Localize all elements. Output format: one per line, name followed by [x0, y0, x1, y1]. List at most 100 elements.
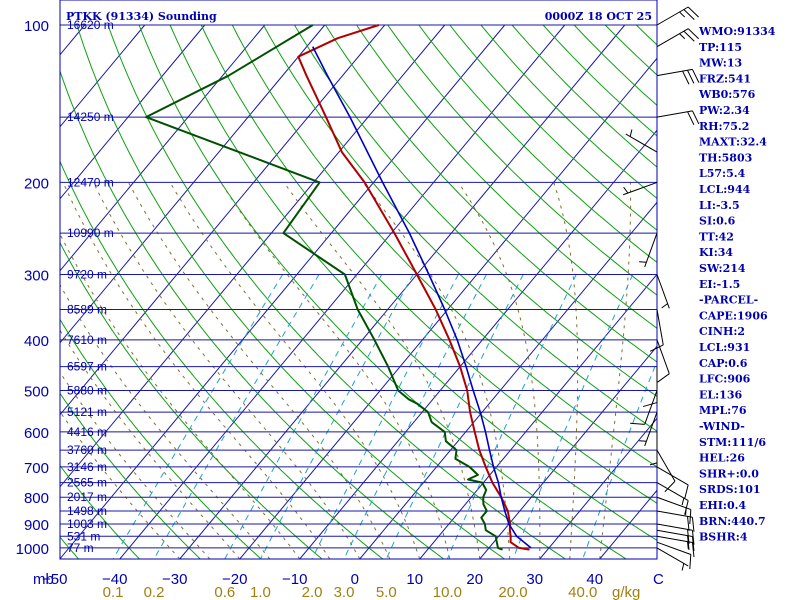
mixing-ratio-line — [446, 274, 577, 559]
isotherm-line — [119, 24, 566, 559]
dry-adiabat-line — [200, 24, 657, 504]
wind-barb-half-feather — [661, 303, 668, 309]
wind-barb-half-feather — [649, 462, 658, 466]
index-entry: WB0:576 — [698, 88, 756, 101]
index-entry: TT:42 — [699, 230, 734, 243]
mixing-ratio-label: 0.1 — [103, 584, 124, 600]
wind-barb-half-feather — [687, 541, 689, 549]
pressure-tick-label: 200 — [24, 175, 49, 192]
height-label: 4416 m — [67, 425, 107, 439]
isotherm-line — [539, 417, 657, 559]
index-entry: BRN:440.7 — [699, 515, 766, 528]
wind-barb — [656, 28, 699, 48]
index-entry: CAPE:1906 — [699, 309, 768, 322]
wind-barb-staff — [656, 274, 670, 309]
mixing-ratio-line — [260, 274, 414, 559]
temperature-tick-label: −40 — [102, 571, 127, 588]
height-label: 12470 m — [67, 175, 114, 189]
index-entry: FRZ:541 — [699, 72, 751, 85]
moist-adiabat-line — [457, 182, 541, 559]
pressure-tick-label: 700 — [24, 460, 49, 477]
dry-adiabat-line — [325, 24, 657, 363]
wind-barb-feather — [642, 402, 658, 408]
moist-adiabat-line — [60, 410, 181, 559]
wind-barb-feather — [691, 530, 695, 545]
pressure-tick-label: 600 — [24, 425, 49, 442]
index-entry: LCL:931 — [699, 341, 750, 354]
height-label: 10990 m — [67, 226, 114, 240]
wind-barb-staff — [656, 68, 693, 77]
index-entry: EHI:0.4 — [699, 499, 746, 512]
wind-barb-feather — [687, 28, 699, 40]
dry-adiabat-line — [60, 69, 444, 559]
wind-barb-feather — [684, 484, 689, 500]
temperature-tick-label: −50 — [42, 571, 67, 588]
isotherm-line — [239, 57, 657, 559]
index-entry: HEL:26 — [699, 452, 745, 465]
index-entry: BSHR:4 — [699, 531, 748, 544]
height-label: 2017 m — [67, 490, 107, 504]
pressure-tick-label: 500 — [24, 384, 49, 401]
dry-adiabat-line — [60, 392, 201, 559]
mixing-ratio-label: 10.0 — [433, 584, 462, 600]
moist-adiabat-line — [60, 233, 301, 559]
wind-barb-feather — [687, 70, 695, 84]
dry-adiabat-line — [231, 24, 657, 468]
mixing-ratio-label: 0.2 — [144, 584, 165, 600]
height-label: 14250 m — [67, 110, 114, 124]
wind-barb-feather — [649, 344, 664, 352]
height-label: 6597 m — [67, 360, 107, 374]
wind-barb-staff — [625, 133, 658, 153]
wind-barb — [630, 390, 658, 425]
wind-barb-staff — [656, 449, 676, 482]
index-entry: TP:115 — [699, 41, 742, 54]
temperature-tick-label: −20 — [222, 571, 247, 588]
wind-barb-staff — [656, 510, 693, 518]
wind-barb-staff — [644, 390, 658, 425]
index-entry: SI:0.6 — [699, 215, 736, 228]
wind-barb-half-feather — [623, 186, 629, 194]
dry-adiabat-line — [169, 24, 657, 541]
dry-adiabat-line — [138, 24, 627, 559]
wind-barb-feather — [691, 536, 695, 551]
isotherm-line — [179, 24, 626, 559]
index-entry: CINH:2 — [699, 325, 745, 338]
moist-adiabat-line — [283, 182, 481, 559]
index-entry: KI:34 — [699, 246, 733, 259]
wind-barb — [625, 129, 658, 153]
wind-barb-staff — [656, 466, 689, 486]
index-entry: -WIND- — [699, 420, 745, 433]
isotherm-line — [60, 24, 326, 344]
mixing-ratio-line — [311, 274, 459, 559]
wind-barb-feather — [691, 542, 695, 558]
temperature-tick-label: −10 — [282, 571, 307, 588]
mixing-ratio-line — [582, 360, 657, 559]
wind-barb — [656, 535, 695, 558]
height-label: 5121 m — [67, 405, 107, 419]
wind-barb-feather — [689, 554, 692, 570]
height-label: 16620 m — [67, 18, 114, 32]
mixing-ratio-line — [343, 274, 487, 559]
wind-barb-feather — [687, 111, 695, 126]
wind-barb — [639, 232, 658, 268]
wind-barb — [623, 181, 658, 196]
dry-adiabat-line — [356, 24, 657, 329]
temperature-tick-label: −30 — [162, 571, 187, 588]
index-entry: L57:5.4 — [699, 167, 746, 180]
isotherm-line — [60, 24, 506, 559]
height-label: 3760 m — [67, 443, 107, 457]
temperature-tick-label: 30 — [526, 571, 543, 588]
background-grid — [60, 24, 657, 559]
wind-barb-feather — [692, 69, 700, 83]
wind-barb — [656, 466, 689, 500]
index-entry: LCL:944 — [699, 183, 751, 196]
wind-barb — [656, 110, 700, 126]
isotherm-line — [60, 24, 386, 416]
moist-adiabat-line — [92, 182, 361, 559]
wind-barb-half-feather — [629, 129, 633, 137]
dry-adiabat-line — [60, 464, 140, 559]
pressure-tick-label: 100 — [24, 18, 49, 35]
height-label: 7610 m — [67, 333, 107, 347]
valid-time: 0000Z 18 OCT 25 — [545, 10, 652, 23]
wind-barb — [656, 482, 689, 515]
